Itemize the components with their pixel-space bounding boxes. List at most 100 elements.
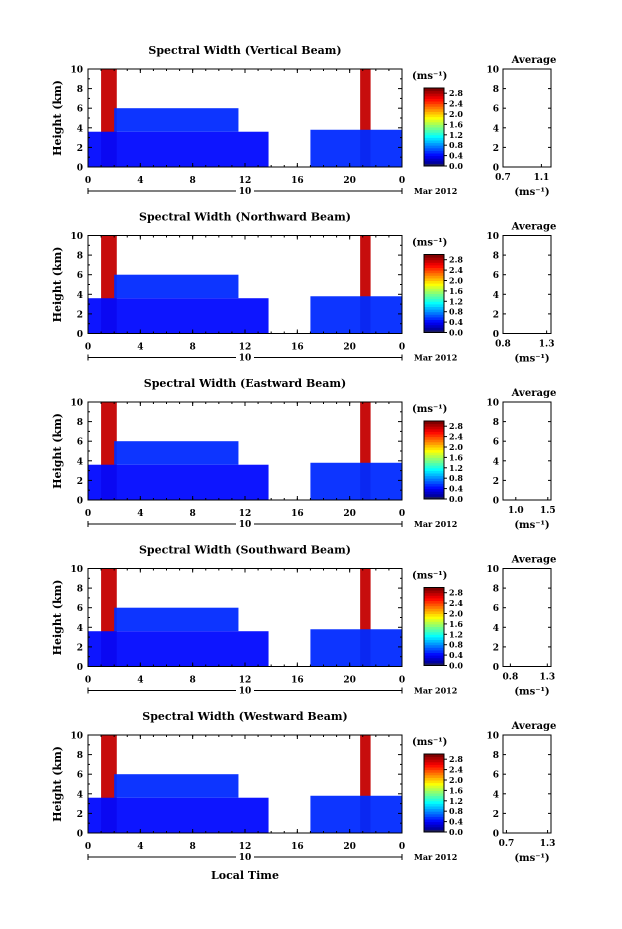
colorbar-segment — [424, 790, 444, 794]
colorbar-segment — [424, 127, 444, 131]
colorbar-segment — [424, 306, 444, 310]
colorbar-segment — [424, 634, 444, 638]
colorbar-tick-label: 0.0 — [449, 661, 463, 671]
average-title: Average — [511, 388, 557, 399]
average-y-tick-label: 0 — [493, 663, 499, 673]
colorbar-segment — [424, 316, 444, 320]
x-tick-label: 16 — [291, 176, 304, 186]
y-axis-title: Height (km) — [51, 580, 64, 656]
heatmap-band — [114, 108, 239, 132]
colorbar-segment — [424, 452, 444, 456]
colorbar-segment — [424, 288, 444, 292]
colorbar-segment — [424, 592, 444, 596]
y-tick-label: 6 — [77, 105, 83, 115]
average-title: Average — [511, 55, 557, 66]
colorbar-tick-label: 1.6 — [449, 452, 463, 462]
colorbar-segment — [424, 793, 444, 797]
panel-4: Spectral Width (Southward Beam) 0 2 4 6 8 10 0 4… — [51, 544, 556, 698]
average-x-tick-label: 0.8 — [503, 673, 519, 683]
colorbar-tick-label: 1.6 — [449, 619, 463, 629]
colorbar-segment — [424, 774, 444, 778]
colorbar-segment — [424, 813, 444, 817]
colorbar-tick-label: 1.2 — [449, 629, 463, 639]
colorbar-tick-label: 0.4 — [449, 151, 463, 161]
colorbar-segment — [424, 769, 444, 773]
average-x-tick-label: 1.0 — [508, 506, 524, 516]
day-label-bg — [236, 519, 254, 529]
x-tick-label: 0 — [85, 842, 91, 852]
colorbar-segment — [424, 121, 444, 125]
colorbar-segment — [424, 145, 444, 149]
colorbar-frame — [423, 420, 445, 500]
heatmap-band — [88, 131, 269, 167]
average-x-tick-label: 1.3 — [539, 673, 555, 683]
colorbar-segment — [424, 153, 444, 157]
average-x-tick-label: 0.7 — [495, 173, 511, 183]
average-y-tick-label: 4 — [493, 624, 499, 634]
x-tick-label: 0 — [85, 676, 91, 686]
day-label-bg — [236, 186, 254, 196]
colorbar-segment — [424, 158, 444, 162]
heatmap-band — [88, 298, 269, 334]
colorbar-segment — [424, 423, 444, 427]
heatmap-band — [310, 795, 402, 833]
colorbar-segment — [424, 283, 444, 287]
average-y-tick-label: 2 — [493, 477, 499, 487]
colorbar-tick-label: 0.4 — [449, 317, 463, 327]
y-axis-title: Height (km) — [51, 80, 64, 156]
colorbar-segment — [424, 493, 444, 497]
day-label-bg — [236, 685, 254, 696]
colorbar-segment — [424, 618, 444, 622]
panel-3: Spectral Width (Eastward Beam) 0 2 4 6 8 10 0 4 8… — [51, 377, 556, 531]
colorbar-segment — [424, 806, 444, 810]
x-tick-label: 4 — [137, 509, 143, 519]
day-label-bg — [236, 852, 254, 862]
colorbar-tick-label: 2.0 — [449, 442, 463, 452]
heatmap-band — [310, 462, 402, 500]
colorbar-segment — [424, 767, 444, 771]
y-tick-label: 10 — [70, 732, 83, 742]
colorbar-segment — [424, 647, 444, 651]
average-x-label: (ms⁻¹) — [514, 853, 549, 864]
average-frame — [502, 401, 552, 501]
colorbar-segment — [424, 787, 444, 791]
colorbar-segment — [424, 811, 444, 815]
day-label: 10 — [239, 853, 252, 863]
x-tick-label: 16 — [291, 676, 304, 686]
colorbar-segment — [424, 431, 444, 435]
colorbar-frame — [423, 87, 445, 167]
colorbar-segment — [424, 491, 444, 495]
colorbar-segment — [424, 642, 444, 646]
y-tick-label: 0 — [77, 830, 83, 840]
day-label: 10 — [239, 187, 252, 197]
heatmap-band — [360, 402, 371, 500]
colorbar-segment — [424, 777, 444, 781]
colorbar-frame — [423, 753, 445, 833]
colorbar-segment — [424, 600, 444, 604]
average-y-tick-label: 6 — [493, 604, 499, 614]
colorbar-segment — [424, 824, 444, 828]
colorbar-segment — [424, 264, 444, 268]
colorbar-segment — [424, 590, 444, 594]
colorbar-frame — [423, 254, 445, 333]
y-axis-title: Height (km) — [51, 247, 64, 323]
colorbar-segment — [424, 772, 444, 776]
heatmap-band — [88, 631, 269, 667]
y-axis-title: Height (km) — [51, 413, 64, 489]
date-label: Mar 2012 — [414, 686, 457, 696]
colorbar-segment — [424, 782, 444, 786]
average-y-tick-label: 8 — [493, 751, 499, 761]
colorbar-tick-label: 0.0 — [449, 328, 463, 338]
average-y-tick-label: 4 — [493, 790, 499, 800]
x-tick-label: 12 — [239, 842, 252, 852]
colorbar-segment — [424, 475, 444, 479]
date-label: Mar 2012 — [414, 353, 457, 363]
colorbar-tick-label: 2.0 — [449, 775, 463, 785]
colorbar-segment — [424, 629, 444, 633]
colorbar-segment — [424, 454, 444, 458]
y-tick-label: 6 — [77, 604, 83, 614]
average-x-tick-label: 1.1 — [534, 173, 550, 183]
x-tick-label: 4 — [137, 176, 143, 186]
colorbar-segment — [424, 613, 444, 617]
heatmap-band — [114, 274, 239, 299]
